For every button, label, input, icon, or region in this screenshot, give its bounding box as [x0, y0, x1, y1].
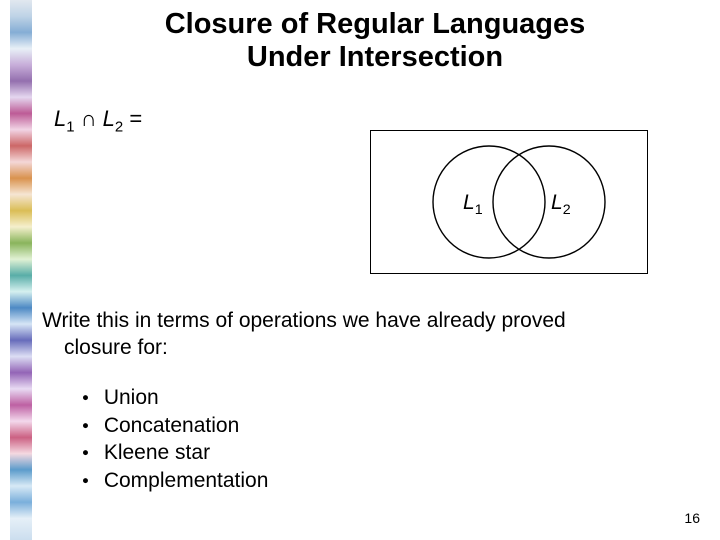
list-item-label: Union — [98, 386, 159, 409]
list-item-label: Kleene star — [98, 441, 210, 464]
bullet-icon: ● — [82, 446, 98, 461]
expr-L1-L: L — [54, 106, 66, 131]
intersection-expression: L1 ∩ L2 = — [54, 106, 142, 135]
body-paragraph: Write this in terms of operations we hav… — [42, 308, 690, 362]
venn-label-L1: L1 — [463, 191, 483, 218]
bullet-icon: ● — [82, 474, 98, 489]
list-item-label: Concatenation — [98, 414, 239, 437]
venn-circle-L2 — [493, 146, 605, 258]
venn-label-L2-L: L — [551, 191, 563, 214]
slide-title: Closure of Regular Languages Under Inter… — [40, 8, 710, 75]
body-line-2: closure for: — [42, 335, 690, 362]
list-item: ● Union — [82, 384, 268, 412]
bullet-icon: ● — [82, 391, 98, 406]
expr-L2-sub: 2 — [115, 118, 123, 135]
venn-label-L2: L2 — [551, 191, 571, 218]
list-item: ● Kleene star — [82, 439, 268, 467]
decorative-sidebar — [10, 0, 32, 540]
venn-label-L1-sub: 1 — [475, 202, 483, 218]
list-item: ● Complementation — [82, 467, 268, 495]
expr-L1-sub: 1 — [66, 118, 74, 135]
list-item: ● Concatenation — [82, 412, 268, 440]
list-item-label: Complementation — [98, 469, 268, 492]
venn-label-L2-sub: 2 — [563, 202, 571, 218]
bullet-list: ● Union● Concatenation● Kleene star● Com… — [82, 384, 268, 495]
body-line-1: Write this in terms of operations we hav… — [42, 308, 690, 335]
venn-circle-L1 — [433, 146, 545, 258]
page-number: 16 — [684, 510, 700, 526]
title-line-2: Under Intersection — [40, 41, 710, 74]
venn-label-L1-L: L — [463, 191, 475, 214]
equals-sign: = — [129, 106, 142, 131]
title-line-1: Closure of Regular Languages — [40, 8, 710, 41]
bullet-icon: ● — [82, 419, 98, 434]
venn-diagram-box: L1 L2 — [370, 130, 648, 274]
intersection-symbol: ∩ — [81, 106, 97, 131]
venn-diagram — [371, 131, 647, 273]
expr-L2-L: L — [103, 106, 115, 131]
